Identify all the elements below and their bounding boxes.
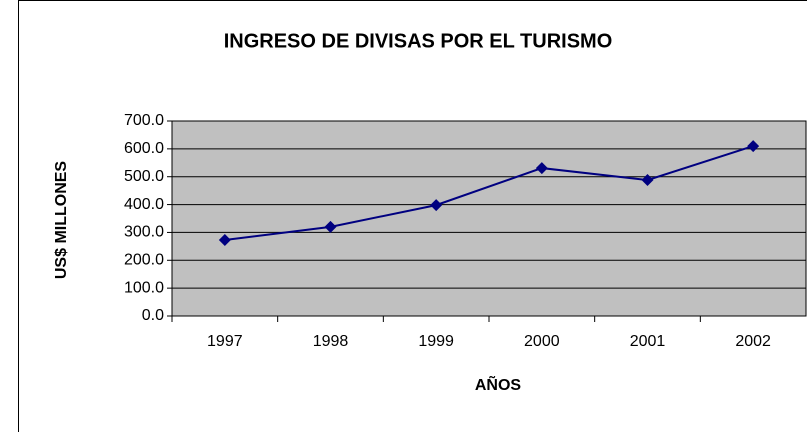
point-marker xyxy=(535,162,548,175)
point-marker xyxy=(747,140,760,153)
x-tick-label: 1997 xyxy=(207,333,243,350)
y-tick-label: 300.0 xyxy=(124,224,164,241)
x-tick-label: 1998 xyxy=(313,333,349,350)
y-tick-label: 0.0 xyxy=(142,307,164,324)
x-tick-label: 1999 xyxy=(418,333,454,350)
x-tick-label: 2002 xyxy=(735,333,771,350)
point-marker xyxy=(324,220,337,233)
y-tick-label: 200.0 xyxy=(124,252,164,269)
point-marker xyxy=(641,174,654,187)
y-tick-label: 400.0 xyxy=(124,196,164,213)
x-tick-label: 2001 xyxy=(630,333,666,350)
y-tick-label: 600.0 xyxy=(124,140,164,157)
y-axis-label: US$ MILLONES xyxy=(53,161,70,280)
point-marker xyxy=(218,233,231,246)
chart-title: INGRESO DE DIVISAS POR EL TURISMO xyxy=(224,30,613,52)
y-tick-label: 100.0 xyxy=(124,279,164,296)
x-tick-label: 2000 xyxy=(524,333,560,350)
series-line xyxy=(224,145,754,241)
plot-area xyxy=(171,120,807,317)
point-marker xyxy=(430,199,443,212)
x-axis-label: AÑOS xyxy=(475,374,522,394)
y-tick-label: 700.0 xyxy=(124,112,164,129)
y-tick-label: 500.0 xyxy=(124,168,164,185)
